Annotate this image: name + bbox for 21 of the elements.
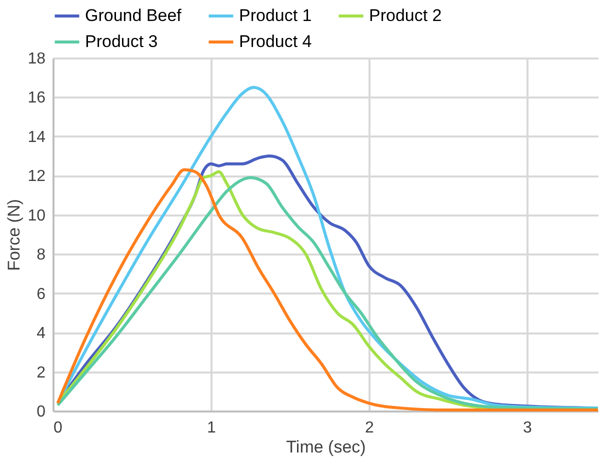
y-tick-label: 8 xyxy=(36,246,46,264)
y-tick-label: 6 xyxy=(36,286,46,303)
x-axis-title: Time (sec) xyxy=(286,438,366,456)
legend-label: Product 4 xyxy=(239,32,312,51)
x-tick-label: 1 xyxy=(207,420,216,436)
y-tick-label: 4 xyxy=(36,325,46,342)
x-tick-label: 0 xyxy=(54,420,62,436)
legend-label: Product 2 xyxy=(369,6,442,25)
legend-label: Ground Beef xyxy=(85,6,182,25)
y-tick-label: 18 xyxy=(28,50,46,68)
y-tick-label: 10 xyxy=(28,207,46,224)
legend-label: Product 3 xyxy=(85,32,158,51)
legend-label: Product 1 xyxy=(239,6,312,25)
y-tick-label: 12 xyxy=(28,168,46,186)
y-tick-label: 2 xyxy=(36,364,46,382)
x-tick-label: 2 xyxy=(364,420,374,436)
y-axis-title: Force (N) xyxy=(4,199,24,271)
y-tick-label: 16 xyxy=(28,90,46,107)
y-tick-label: 14 xyxy=(28,128,46,146)
y-tick-label: 0 xyxy=(36,404,46,420)
x-tick-label: 3 xyxy=(522,420,532,436)
